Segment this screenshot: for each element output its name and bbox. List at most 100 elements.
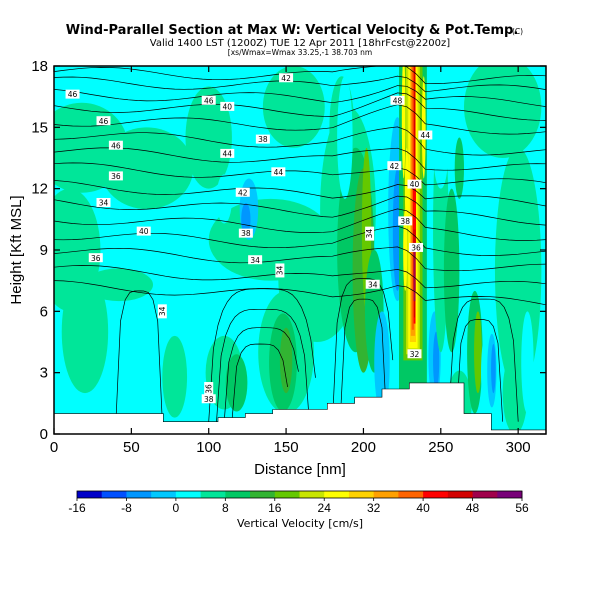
colorbar-tick-label: 40: [416, 501, 430, 515]
contour-label: 38: [255, 134, 270, 144]
theta-contour: [54, 225, 546, 256]
updraft-fringe: [404, 147, 409, 230]
theta-contour: [54, 75, 546, 93]
velocity-blob: [433, 106, 449, 189]
velocity-blob: [464, 66, 542, 158]
contour-label: 42: [279, 73, 294, 83]
contour-label-text: 36: [111, 172, 121, 181]
contour-label-text: 36: [204, 384, 213, 394]
contour-label-bg: [279, 73, 294, 83]
colorbar-swatch: [423, 491, 449, 498]
contour-label: 46: [201, 95, 216, 105]
contour-label: 38: [398, 216, 413, 226]
colorbar-frame: [76, 490, 523, 499]
y-tick-label: 15: [31, 119, 48, 136]
colorbar-tick-label: 0: [173, 501, 180, 515]
contour-label-bg: [255, 134, 270, 144]
colorbar-tick-label: -8: [121, 501, 132, 515]
y-tick-label: 12: [31, 181, 48, 198]
contour-label-bg: [65, 89, 80, 99]
colorbar-swatch: [151, 491, 177, 498]
velocity-blob: [454, 137, 464, 199]
contour-label: 42: [235, 187, 250, 197]
colorbar-swatch: [126, 491, 152, 498]
contour-label: 36: [108, 171, 123, 181]
contour-label-bg: [108, 140, 123, 150]
colorbar-swatch: [348, 491, 375, 498]
contour-label-bg: [387, 161, 402, 171]
contour-label-bg: [390, 95, 405, 105]
contour-label: 40: [407, 179, 422, 189]
velocity-blob: [374, 311, 390, 414]
colorbar-swatch: [324, 491, 350, 498]
x-tick-label: 100: [196, 439, 221, 456]
theta-contour: [54, 246, 546, 272]
terrain: [54, 382, 546, 434]
updraft-fringe: [401, 66, 406, 179]
contour-label-text: 40: [223, 102, 233, 111]
velocity-blob: [61, 270, 109, 394]
theta-contour: [54, 195, 546, 226]
x-tick-label: 50: [123, 439, 140, 456]
contour-label: 46: [96, 116, 111, 126]
contour-label-text: 46: [99, 117, 109, 126]
contour-label-bg: [365, 226, 375, 241]
theta-contours: [54, 66, 546, 422]
contour-label-text: 34: [275, 265, 284, 275]
y-tick-label: 0: [40, 426, 48, 443]
contour-label-bg: [275, 263, 285, 278]
colorbar-swatch: [200, 491, 226, 498]
colorbar-tick-label: 8: [222, 501, 229, 515]
contour-label-text: 42: [390, 162, 400, 171]
colorbar-tick-label: -16: [68, 501, 86, 515]
velocity-blob: [502, 352, 528, 434]
colorbar-swatch: [250, 491, 276, 498]
theta-contour-dome: [231, 343, 288, 422]
contour-label-text: 46: [111, 141, 121, 150]
theta-contour: [54, 180, 546, 207]
x-tick-label: 250: [428, 439, 453, 456]
contour-label-bg: [271, 167, 286, 177]
velocity-blob: [162, 335, 188, 418]
contour-label-text: 46: [204, 96, 214, 105]
contour-label: 34: [365, 279, 380, 289]
y-tick-label: 6: [40, 303, 48, 320]
contour-label: 34: [96, 197, 111, 208]
velocity-blob: [279, 327, 293, 394]
colorbar-swatch: [447, 491, 474, 498]
contour-label-text: 36: [91, 254, 101, 263]
y-axis-label: Height [Kft MSL]: [8, 195, 25, 304]
contour-label-text: 38: [204, 395, 214, 404]
contour-label-bg: [220, 101, 235, 111]
contour-label-bg: [238, 228, 253, 238]
velocity-blob: [225, 354, 248, 412]
contour-label-text: 40: [139, 227, 149, 236]
theta-contour-dome: [115, 290, 163, 422]
colorbar-swatch: [101, 491, 127, 498]
theta-contour: [54, 265, 546, 289]
contour-label-text: 32: [410, 350, 420, 359]
x-axis-label: Distance [nm]: [254, 461, 346, 478]
velocity-blob: [216, 174, 232, 224]
contour-label: 40: [220, 101, 235, 111]
theta-contour: [54, 280, 546, 306]
x-tick-label: 300: [506, 439, 531, 456]
contour-label-text: 34: [99, 199, 109, 208]
colorbar-tick-label: 24: [318, 501, 332, 515]
contour-label-text: 44: [223, 150, 233, 159]
contour-label-text: 34: [365, 229, 374, 239]
contour-label: 40: [136, 226, 151, 236]
y-tick-label: 18: [31, 58, 48, 75]
theta-contour: [54, 66, 546, 84]
contour-label-bg: [108, 171, 123, 181]
colorbar: -16 -8 0 8 16 24 32 40 48 56: [68, 490, 529, 515]
contour-label-text: 44: [421, 131, 431, 140]
contour-label: 44: [271, 167, 286, 177]
contour-label-text: 40: [410, 180, 420, 189]
contour-label-text: 38: [258, 135, 268, 144]
contour-label: 46: [65, 89, 80, 99]
